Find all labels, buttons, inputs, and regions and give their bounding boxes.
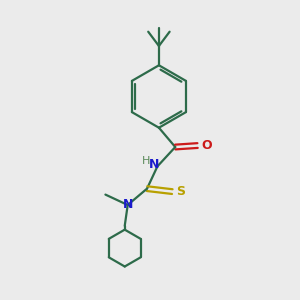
Text: O: O bbox=[201, 139, 212, 152]
Text: N: N bbox=[149, 158, 159, 171]
Text: H: H bbox=[142, 156, 150, 166]
Text: S: S bbox=[176, 185, 185, 198]
Text: N: N bbox=[122, 199, 133, 212]
